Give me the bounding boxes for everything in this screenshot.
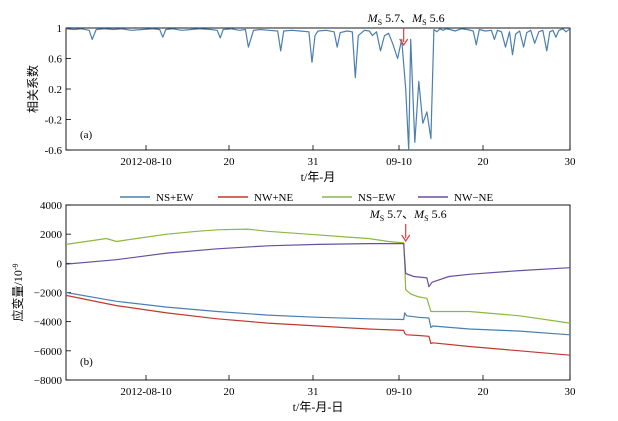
- x-tick-label: 31: [308, 386, 319, 398]
- x-tick-label: 20: [478, 386, 490, 398]
- event-arrow-head: [399, 38, 409, 47]
- y-axis-label-text: 相关系数: [25, 65, 40, 113]
- event-annotation: MS 5.7、MS 5.6: [369, 207, 447, 223]
- x-axis-label: t/年-月: [301, 170, 336, 184]
- legend: NS+EW NW+NE NS−EW NW−NE: [120, 192, 493, 204]
- event-annotation-part: 5.7、: [382, 11, 412, 25]
- x-axis-label: t/年-月-日: [293, 400, 344, 414]
- event-annotation-part: S: [422, 18, 426, 27]
- event-annotation-part: M: [367, 11, 379, 25]
- y-axis-label: 相关系数: [25, 65, 40, 113]
- y-tick-label: 0: [57, 258, 63, 270]
- series-line-ns-ew: [66, 291, 570, 336]
- legend-label: NW+NE: [254, 192, 293, 204]
- series-line-ns-ew: [66, 228, 570, 324]
- y-tick-label: -0.6: [45, 145, 63, 157]
- x-tick-label: 20: [224, 156, 236, 168]
- panel-label: (b): [80, 356, 93, 368]
- y-tick-label: 4000: [40, 200, 63, 212]
- y-tick-label: −2000: [34, 288, 63, 300]
- series-line-correlation: [66, 28, 570, 150]
- y-axis-label-exponent: -9: [11, 263, 20, 270]
- panel-a-correlation-chart: 1 0.6 0.2 -0.2 -0.6 2012-08-10 20 31 09-10 20 30 (a…: [25, 11, 576, 184]
- event-annotation-part: S: [424, 214, 428, 223]
- event-annotation-part: 5.6: [429, 207, 447, 221]
- y-tick-label: 2000: [40, 229, 63, 241]
- panel-label: (a): [80, 129, 93, 141]
- event-annotation-part: 5.7、: [384, 207, 414, 221]
- y-tick-label: -0.2: [45, 115, 62, 127]
- series-line-nw-ne: [66, 243, 570, 288]
- x-tick-label: 30: [565, 156, 577, 168]
- event-annotation: MS 5.7、MS 5.6: [367, 11, 445, 27]
- plot-frame: [65, 27, 571, 151]
- series-line-nw-ne: [66, 294, 570, 356]
- y-tick-label: −4000: [34, 317, 63, 329]
- x-tick-label: 20: [478, 156, 490, 168]
- x-tick-label: 2012-08-10: [120, 386, 172, 398]
- y-axis-label: 应变量/10-9: [10, 263, 25, 321]
- event-annotation-part: M: [413, 207, 425, 221]
- event-annotation-part: S: [380, 214, 384, 223]
- y-tick-label: 1: [57, 23, 63, 35]
- plot-frame: [65, 204, 571, 381]
- event-arrow-head: [401, 234, 411, 243]
- x-tick-label: 2012-08-10: [120, 156, 172, 168]
- x-tick-label: 31: [308, 156, 319, 168]
- event-annotation-part: M: [411, 11, 423, 25]
- event-annotation-part: 5.6: [427, 11, 445, 25]
- panel-b-strain-chart: 4000 2000 0 −2000 −4000 −6000 −8000 2012-08-10 2…: [10, 200, 576, 414]
- y-tick-label: 0.2: [48, 84, 62, 96]
- x-tick-label: 30: [565, 386, 577, 398]
- legend-label: NW−NE: [454, 192, 493, 204]
- legend-label: NS+EW: [156, 192, 194, 204]
- event-annotation-part: M: [369, 207, 381, 221]
- y-axis-label-text: 应变量/10: [10, 270, 25, 321]
- y-tick-label: 0.6: [48, 54, 62, 66]
- event-annotation-part: S: [378, 18, 382, 27]
- x-tick-label: 09-10: [386, 386, 412, 398]
- legend-label: NS−EW: [358, 192, 396, 204]
- x-tick-label: 09-10: [386, 156, 412, 168]
- x-tick-label: 20: [224, 386, 236, 398]
- y-tick-label: −8000: [34, 375, 63, 387]
- y-tick-label: −6000: [34, 346, 63, 358]
